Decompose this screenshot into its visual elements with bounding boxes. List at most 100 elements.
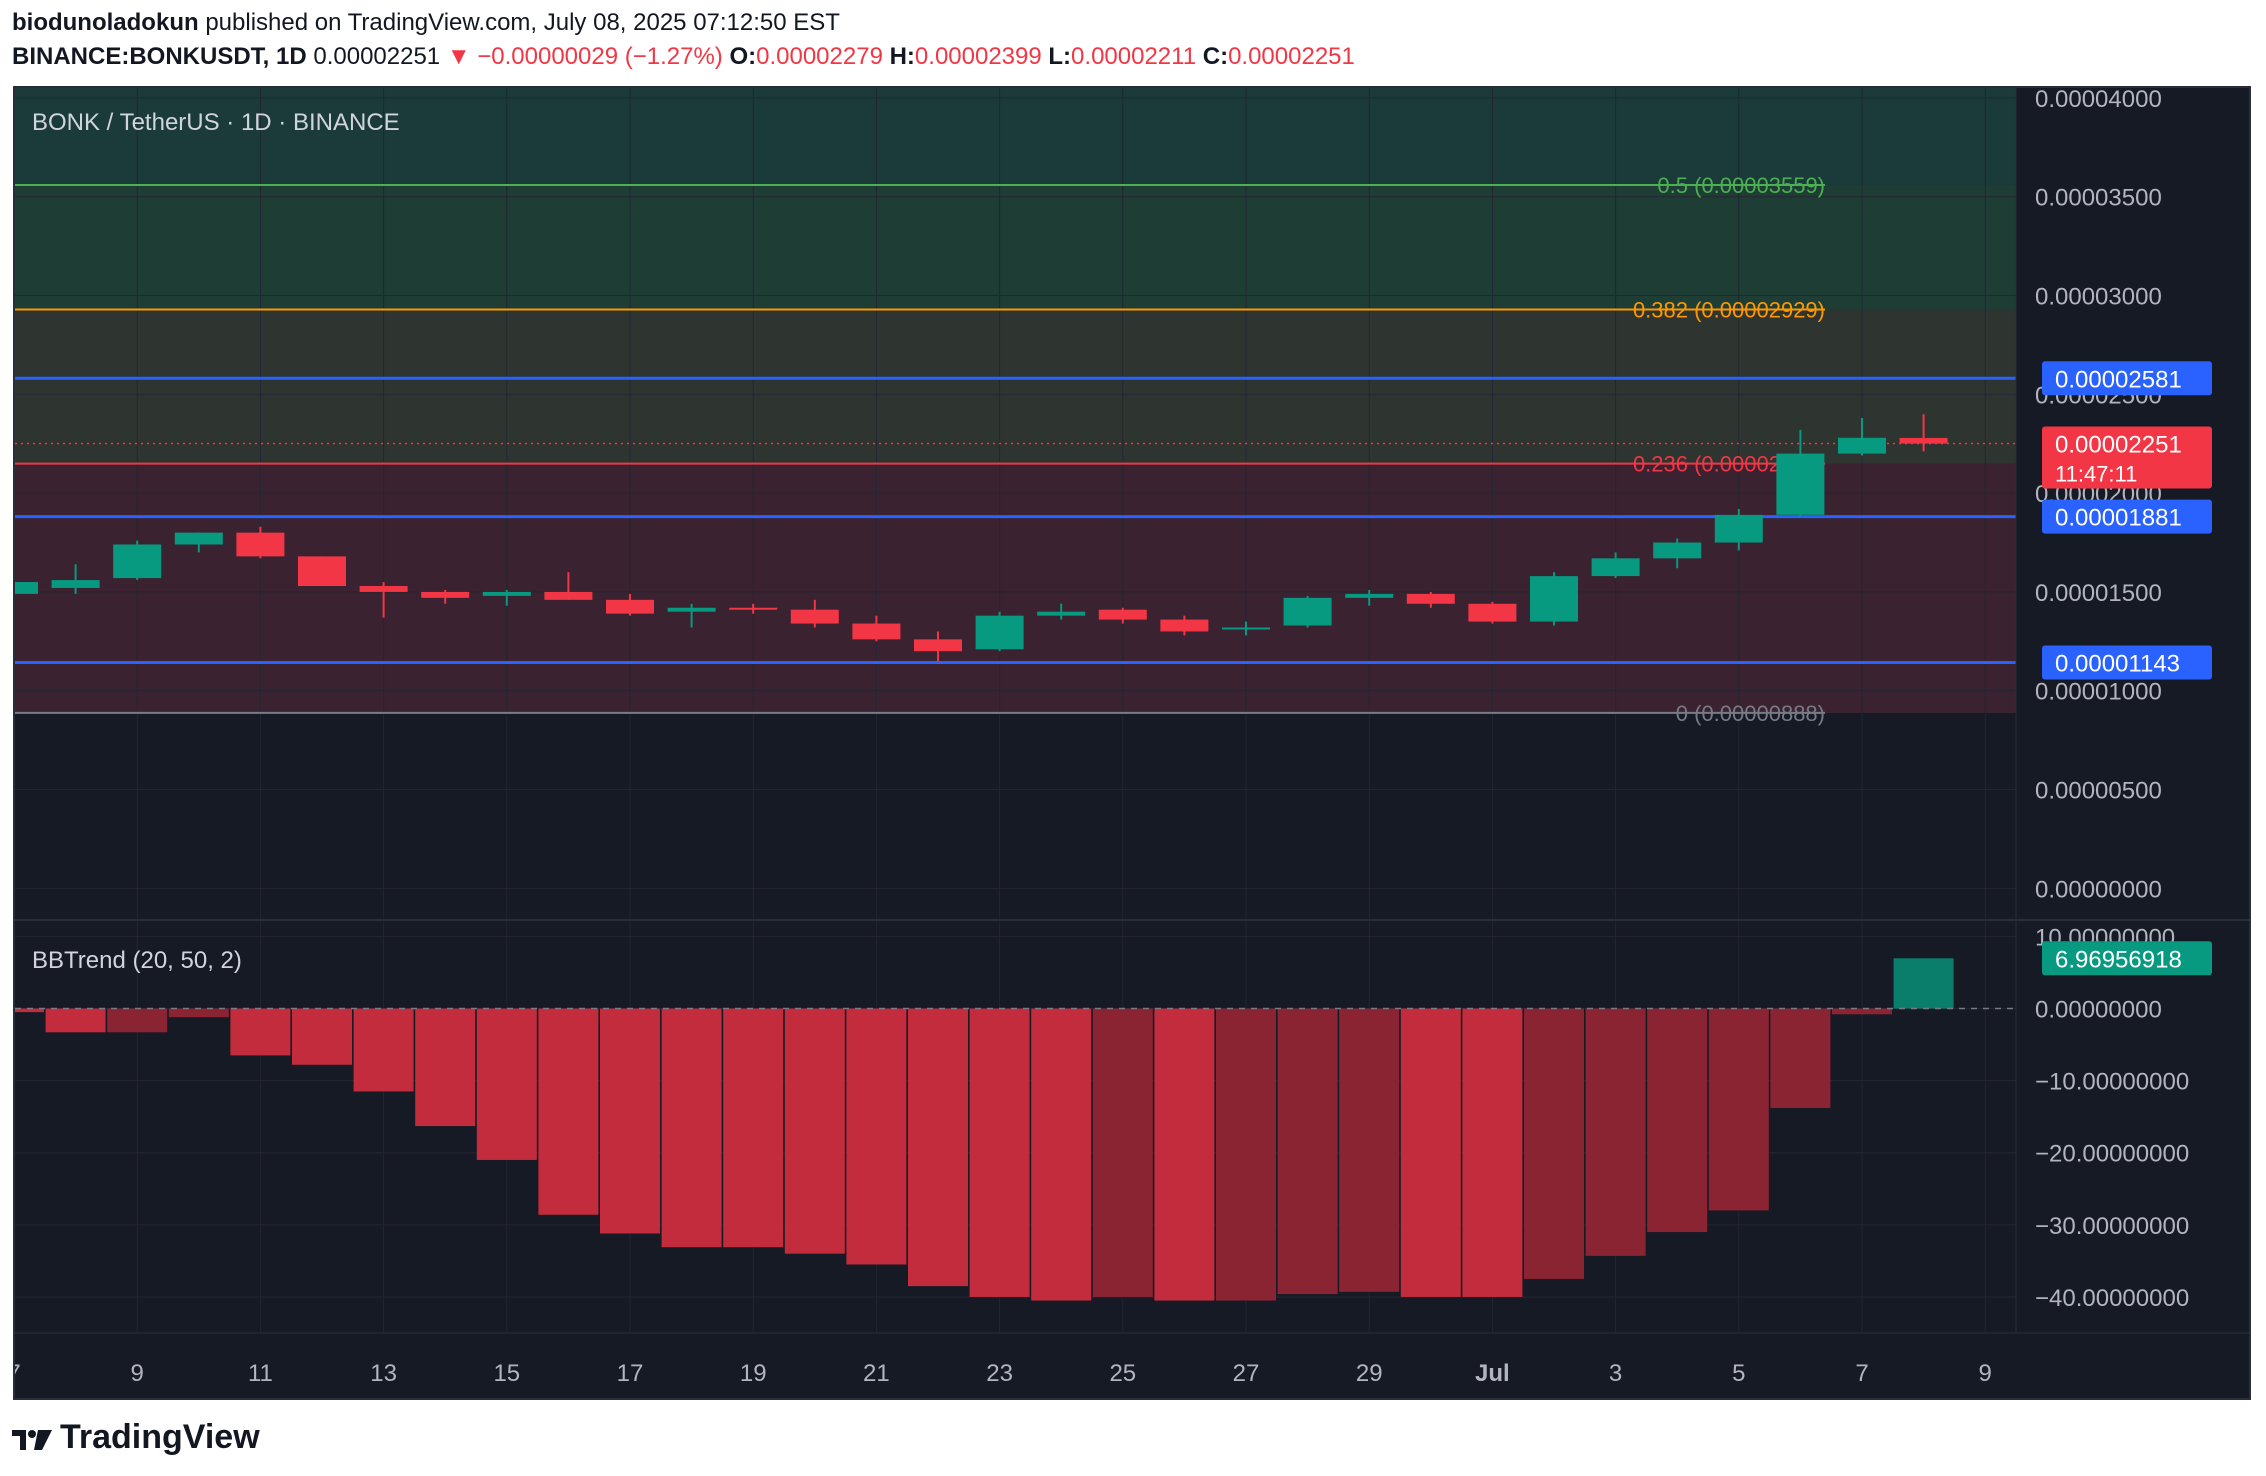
candle-body: [421, 591, 470, 598]
fib-zone-1: [15, 309, 2016, 464]
publish-info: biodunoladokun published on TradingView.…: [12, 9, 840, 37]
price-tick-label: 0.00003500: [2035, 185, 2162, 212]
candle-body: [51, 580, 100, 588]
price-tick-label: 0.00004000: [2035, 88, 2162, 113]
indicator-tick-label: 0.00000000: [2035, 997, 2162, 1024]
tradingview-logo-icon: [12, 1429, 52, 1450]
candle-body: [1406, 593, 1455, 604]
symbol-label[interactable]: BINANCE:BONKUSDT, 1D: [12, 43, 307, 70]
time-tick-label: 17: [617, 1360, 644, 1387]
current-price-label: 0.00002251: [2055, 432, 2182, 459]
price-tick-label: 0.00003000: [2035, 284, 2162, 311]
indicator-tick-label: −10.00000000: [2035, 1069, 2189, 1096]
time-tick-label: 9: [1979, 1360, 1992, 1387]
indicator-bar: [1770, 1008, 1831, 1109]
fib-label: 0.5 (0.00003559): [1657, 173, 1825, 198]
chart-frame[interactable]: 0.5 (0.00003559) 0.382 (0.00002929) 0.236 …: [13, 86, 2251, 1400]
indicator-bar: [661, 1008, 722, 1248]
candle-body: [1530, 576, 1578, 622]
candle-body: [1283, 597, 1332, 626]
time-tick-label: 21: [863, 1360, 890, 1387]
candle-body: [1653, 542, 1702, 559]
indicator-bar: [353, 1008, 414, 1092]
published-text: published on TradingView.com, July 08, 2…: [205, 9, 840, 36]
candle-body: [1468, 603, 1517, 622]
time-tick-label: 13: [370, 1360, 397, 1387]
indicator-bar: [1462, 1008, 1523, 1297]
price-change: ▼ −0.00000029 (−1.27%): [446, 43, 723, 70]
indicator-bar: [15, 1008, 44, 1013]
time-tick-label: 7: [15, 1360, 21, 1387]
indicator-bar: [45, 1008, 106, 1033]
time-tick-label: 5: [1732, 1360, 1745, 1387]
horizontal-line-price-label: 0.00001143: [2055, 650, 2180, 677]
chart-title: BONK / TetherUS · 1D · BINANCE: [32, 109, 400, 136]
candle-body: [482, 591, 531, 596]
indicator-bar: [292, 1008, 352, 1065]
indicator-bar: [1400, 1008, 1461, 1297]
candle-body: [1838, 437, 1886, 454]
indicator-bar: [846, 1008, 907, 1265]
high-value: 0.00002399: [914, 43, 1042, 70]
indicator-bar: [1585, 1008, 1646, 1256]
current-price-label-bg: [2042, 426, 2212, 489]
candle-body: [1160, 619, 1209, 632]
candle-body: [298, 556, 346, 586]
horizontal-line-price-label: 0.00001881: [2055, 505, 2182, 532]
indicator-bar: [168, 1008, 229, 1018]
indicator-bar: [1832, 1008, 1892, 1015]
open-label: O:: [729, 43, 757, 70]
indicator-tick-label: −30.00000000: [2035, 1213, 2189, 1240]
low-value: 0.00002211: [1071, 43, 1197, 70]
candle-body: [236, 532, 285, 557]
indicator-bar: [1647, 1008, 1708, 1233]
time-tick-label: 19: [740, 1360, 767, 1387]
symbol-info: BINANCE:BONKUSDT, 1D 0.00002251 ▼ −0.000…: [12, 43, 1355, 71]
chart-canvas[interactable]: 0.5 (0.00003559)0.382 (0.00002929)0.236 …: [15, 88, 2249, 1398]
fib-label: 0.382 (0.00002929): [1633, 298, 1825, 323]
time-tick-label: 23: [986, 1360, 1013, 1387]
time-tick-label: 27: [1233, 1360, 1260, 1387]
time-tick-label: 11: [248, 1360, 273, 1387]
indicator-bar: [415, 1008, 476, 1127]
indicator-bar: [723, 1008, 784, 1248]
candle-body: [1714, 514, 1763, 543]
candle-body: [975, 615, 1024, 650]
fib-zone-0: [15, 185, 2016, 310]
tradingview-logo[interactable]: TradingView: [12, 1418, 260, 1457]
indicator-bar: [1092, 1008, 1153, 1297]
time-tick-label: 7: [1855, 1360, 1868, 1387]
indicator-bar: [784, 1008, 845, 1254]
candle-body: [359, 586, 408, 592]
indicator-title: BBTrend (20, 50, 2): [32, 947, 242, 974]
close-value: 0.00002251: [1228, 43, 1355, 70]
indicator-bar: [476, 1008, 537, 1160]
candle-body: [15, 582, 38, 594]
indicator-bar: [969, 1008, 1030, 1297]
candle-body: [1222, 627, 1270, 630]
candle-body: [667, 607, 716, 612]
price-tick-label: 0.00000500: [2035, 778, 2162, 805]
fib-zone-bottom: [15, 463, 2016, 713]
fib-zone-top: [15, 88, 2016, 186]
time-tick-label: 9: [131, 1360, 144, 1387]
author-name[interactable]: biodunoladokun: [12, 9, 199, 36]
candle-body: [113, 544, 162, 579]
candle-body: [914, 639, 962, 652]
horizontal-line-price-label-bg: [2042, 361, 2212, 396]
candle-body: [1098, 609, 1147, 620]
open-value: 0.00002279: [756, 43, 883, 70]
indicator-value-label-bg: [2042, 941, 2212, 976]
last-price: 0.00002251: [313, 43, 441, 70]
indicator-tick-label: −40.00000000: [2035, 1285, 2189, 1312]
time-tick-label: Jul: [1475, 1360, 1510, 1387]
horizontal-line-price-label-bg: [2042, 645, 2212, 680]
candle-body: [544, 591, 593, 600]
candle-body: [729, 607, 778, 610]
indicator-bar: [1216, 1008, 1276, 1301]
candle-body: [174, 532, 223, 545]
candle-body: [852, 623, 901, 640]
indicator-bar: [1524, 1008, 1584, 1279]
current-price-label-countdown: 11:47:11: [2055, 462, 2137, 487]
candle-body: [1776, 453, 1825, 515]
